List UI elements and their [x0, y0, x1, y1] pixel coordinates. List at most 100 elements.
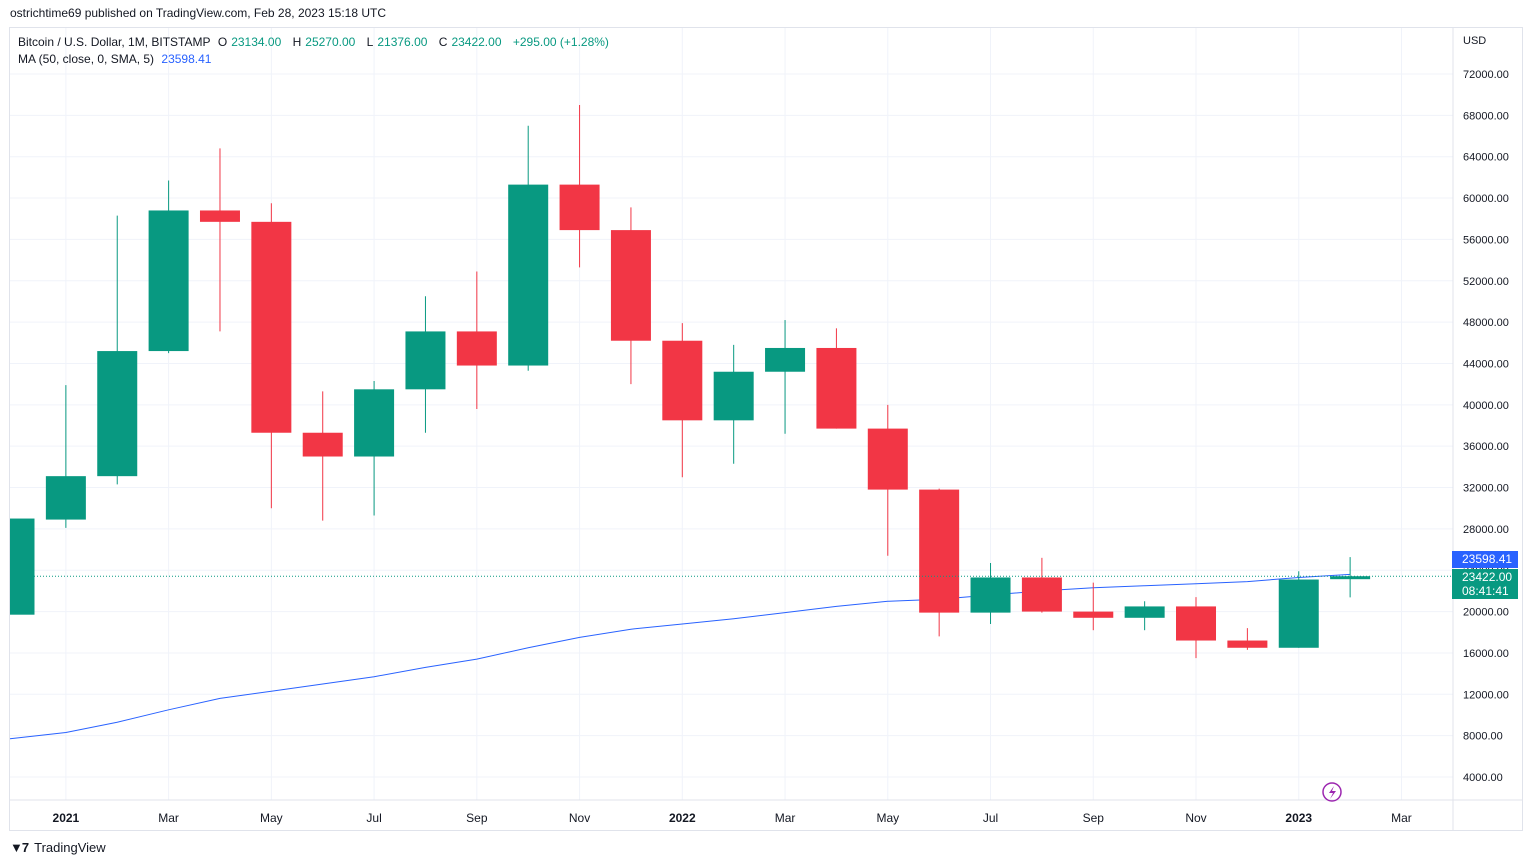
- candle[interactable]: [97, 215, 138, 485]
- ma-price-tag: 23598.41: [1452, 551, 1518, 568]
- y-tick-label: 36000.00: [1463, 441, 1509, 453]
- y-tick-label: 64000.00: [1463, 152, 1509, 164]
- candle-body: [713, 371, 754, 421]
- open-value: 23134.00: [231, 35, 282, 49]
- change-value: +295.00 (+1.28%): [512, 35, 609, 49]
- candle[interactable]: [662, 323, 703, 478]
- candle-body: [919, 489, 960, 613]
- x-tick-label: 2022: [669, 811, 696, 825]
- candle-body: [45, 476, 86, 520]
- candle[interactable]: [559, 105, 600, 268]
- candle[interactable]: [1176, 597, 1217, 659]
- candle-body: [1073, 611, 1114, 618]
- x-tick-label: May: [876, 811, 899, 825]
- candle-body: [1124, 606, 1165, 618]
- candle-body: [610, 230, 651, 341]
- candle-body: [10, 518, 35, 615]
- footer-brand[interactable]: TradingView: [34, 840, 106, 855]
- ma-line: [9, 573, 1351, 740]
- candle[interactable]: [867, 404, 908, 556]
- attribution-text: ostrichtime69 published on TradingView.c…: [10, 6, 386, 20]
- candle[interactable]: [251, 203, 292, 509]
- candle-body: [662, 340, 703, 421]
- y-tick-label: 28000.00: [1463, 524, 1509, 536]
- candle-body: [251, 221, 292, 433]
- y-tick-label: 40000.00: [1463, 400, 1509, 412]
- candle-body: [559, 184, 600, 231]
- ma-label[interactable]: MA (50, close, 0, SMA, 5): [18, 52, 155, 66]
- y-tick-label: 72000.00: [1463, 69, 1509, 81]
- y-tick-label: 68000.00: [1463, 110, 1509, 122]
- candle[interactable]: [713, 344, 754, 464]
- lightning-icon[interactable]: [1322, 782, 1342, 802]
- candle[interactable]: [148, 180, 189, 354]
- high-label: H: [292, 35, 302, 49]
- x-tick-label: Nov: [1185, 811, 1206, 825]
- y-tick-label: 32000.00: [1463, 483, 1509, 495]
- footer: ▼7 TradingView: [10, 840, 106, 855]
- candle[interactable]: [970, 562, 1011, 624]
- candle[interactable]: [199, 148, 240, 332]
- ohlc-legend: Bitcoin / U.S. Dollar, 1M, BITSTAMP O 231…: [18, 35, 613, 49]
- candle[interactable]: [354, 381, 395, 516]
- low-label: L: [366, 35, 374, 49]
- candle-body: [97, 351, 138, 477]
- candle-body: [199, 210, 240, 222]
- candle[interactable]: [765, 320, 806, 434]
- candle-body: [354, 389, 395, 457]
- candle[interactable]: [45, 385, 86, 528]
- candle[interactable]: [1330, 557, 1371, 598]
- candle[interactable]: [456, 271, 497, 409]
- y-tick-label: 4000.00: [1463, 772, 1503, 784]
- candle-body: [456, 331, 497, 366]
- candles-layer: [10, 105, 1371, 659]
- low-value: 21376.00: [377, 35, 428, 49]
- x-tick-label: Jul: [983, 811, 998, 825]
- symbol-title[interactable]: Bitcoin / U.S. Dollar, 1M, BITSTAMP: [18, 35, 211, 49]
- candle[interactable]: [1278, 571, 1319, 648]
- x-tick-label: Mar: [158, 811, 179, 825]
- candle-body: [148, 210, 189, 352]
- candle-body: [1330, 576, 1371, 580]
- x-tick-label: 2023: [1285, 811, 1312, 825]
- candle-body: [765, 347, 806, 372]
- candle-body: [1278, 579, 1319, 648]
- high-value: 25270.00: [305, 35, 356, 49]
- y-tick-label: 8000.00: [1463, 731, 1503, 743]
- candle[interactable]: [1073, 582, 1114, 631]
- candle-body: [405, 331, 446, 390]
- x-tick-label: Mar: [775, 811, 796, 825]
- x-tick-label: Jul: [366, 811, 381, 825]
- currency-label: USD: [1463, 35, 1486, 47]
- candle-body: [970, 577, 1011, 613]
- candle[interactable]: [610, 207, 651, 385]
- candle-body: [508, 184, 549, 366]
- candle[interactable]: [1021, 557, 1062, 613]
- candle[interactable]: [508, 125, 549, 371]
- y-tick-label: 12000.00: [1463, 689, 1509, 701]
- x-tick-label: 2021: [53, 811, 80, 825]
- moving-average-layer: [9, 573, 1351, 740]
- bar-countdown: 08:41:41: [1462, 584, 1509, 598]
- x-tick-label: May: [260, 811, 283, 825]
- candle[interactable]: [1227, 628, 1268, 650]
- x-tick-label: Sep: [1083, 811, 1105, 825]
- candle-body: [1021, 577, 1062, 612]
- candle-body: [1176, 606, 1217, 641]
- price-axis: 4000.008000.0012000.0016000.0020000.0024…: [1452, 28, 1509, 830]
- candle-body: [867, 428, 908, 490]
- candle[interactable]: [405, 296, 446, 433]
- y-tick-label: 16000.00: [1463, 648, 1509, 660]
- candle[interactable]: [919, 488, 960, 637]
- candle-body: [816, 347, 857, 429]
- x-tick-label: Nov: [569, 811, 590, 825]
- x-tick-label: Sep: [466, 811, 488, 825]
- candle[interactable]: [302, 391, 343, 521]
- tradingview-logo-icon: ▼7: [10, 840, 29, 855]
- chart-frame[interactable]: [9, 27, 1523, 831]
- candle[interactable]: [1124, 601, 1165, 631]
- time-axis: 2021 Mar May Jul Sep Nov 2022 Mar May Jul Sep Nov 20…: [10, 799, 1522, 825]
- candle[interactable]: [10, 518, 35, 615]
- candle[interactable]: [816, 328, 857, 429]
